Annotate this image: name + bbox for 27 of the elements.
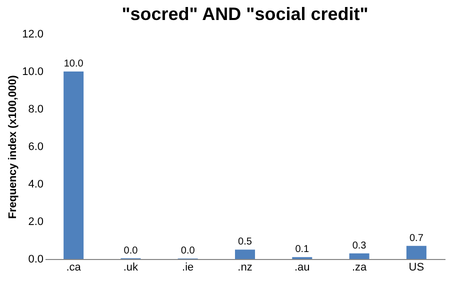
x-tick-label: .ie (182, 262, 194, 274)
y-tick-label: 12.0 (22, 28, 44, 40)
x-tick-label: .za (352, 262, 368, 274)
data-label: 0.5 (238, 236, 252, 248)
data-label: 0.3 (352, 240, 367, 252)
y-tick-label: 8.0 (28, 104, 44, 116)
bar (64, 72, 84, 259)
y-tick-label: 0.0 (28, 254, 44, 266)
data-label: 0.0 (124, 245, 138, 256)
y-tick-label: 10.0 (22, 66, 44, 78)
data-label: 0.1 (295, 244, 310, 256)
y-tick-label: 6.0 (28, 141, 44, 153)
y-tick-label: 2.0 (28, 216, 44, 228)
bar (406, 246, 426, 259)
bar (235, 250, 255, 259)
x-tick-label: US (408, 262, 424, 274)
y-tick-label: 4.0 (28, 178, 44, 190)
x-tick-label: .uk (123, 262, 139, 274)
y-axis-title: Frequency index (x100,000) (7, 74, 20, 219)
x-tick-label: .nz (238, 262, 252, 274)
x-tick-label: .ca (66, 262, 82, 274)
x-tick-label: .au (294, 262, 310, 274)
bar (349, 253, 370, 259)
data-label: 0.7 (409, 232, 424, 244)
chart-title: "socred" AND "social credit" (122, 4, 368, 24)
data-label: 0.0 (180, 245, 196, 256)
data-label: 10.0 (64, 58, 84, 70)
